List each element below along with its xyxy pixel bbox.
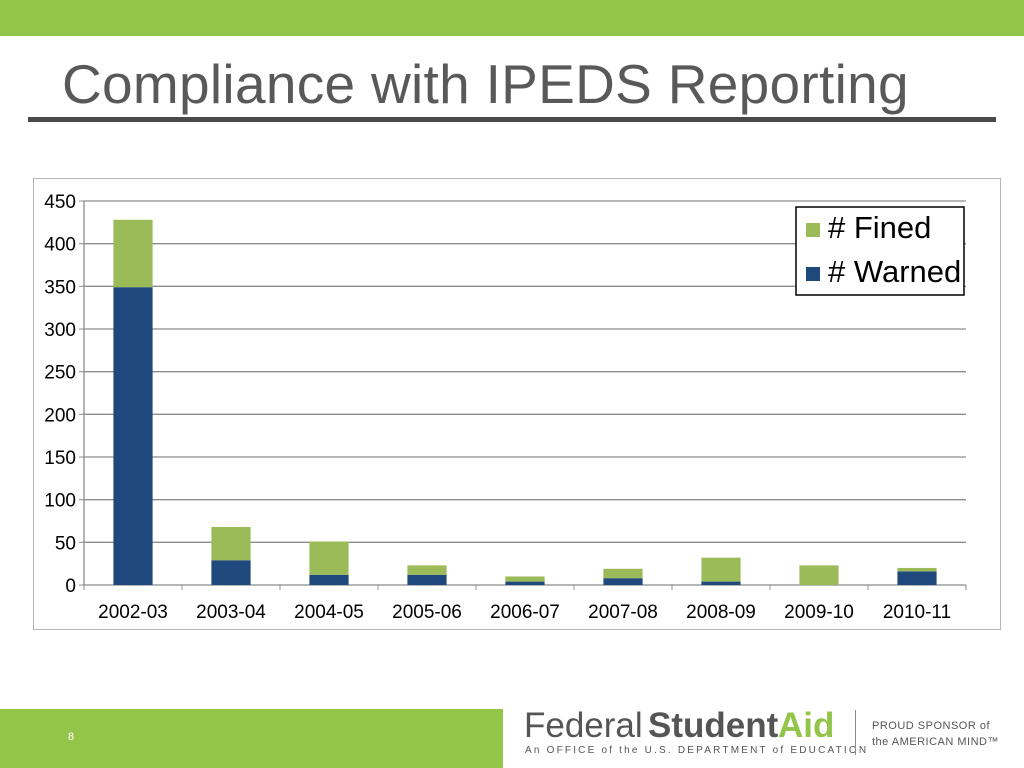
- legend-label-warned: # Warned: [828, 254, 961, 289]
- bar-fined-2003-04: [211, 526, 251, 561]
- logo-divider: [855, 710, 856, 755]
- y-tick-label: 450: [44, 192, 76, 213]
- chart-frame: 0 50 100 150 200 250 300 350 400 450 2002-03 2003-0…: [33, 178, 1001, 630]
- bar-fined-2010-11: [897, 567, 937, 572]
- x-tick-label: 2002-03: [98, 602, 168, 623]
- legend-swatch-warned: [806, 267, 820, 281]
- bar-fined-2008-09: [701, 557, 741, 582]
- bar-fined-2009-10: [799, 565, 839, 585]
- x-tick-label: 2009-10: [784, 602, 854, 623]
- x-tick-label: 2007-08: [588, 602, 658, 623]
- y-tick-label: 400: [44, 235, 76, 256]
- bar-fined-2002-03: [113, 219, 153, 288]
- bar-warned-2004-05: [309, 574, 349, 585]
- bar-warned-2003-04: [211, 560, 251, 585]
- logo-aid-text: Aid: [778, 706, 835, 745]
- x-tick-label: 2003-04: [196, 602, 266, 623]
- y-tick-label: 150: [44, 448, 76, 469]
- x-tick-label: 2010-11: [883, 602, 951, 623]
- y-tick-label: 0: [65, 576, 76, 597]
- y-tick-label: 350: [44, 277, 76, 298]
- title-underline: [28, 117, 996, 122]
- logo-student-text: Student: [648, 706, 779, 745]
- logo-federal-text: Federal: [524, 706, 643, 745]
- bar-fined-2004-05: [309, 541, 349, 575]
- page-number: 8: [68, 731, 75, 743]
- y-tick-label: 100: [44, 491, 76, 512]
- y-tick-label: 250: [44, 363, 76, 384]
- y-tick-label: 200: [44, 405, 76, 426]
- stacked-bar-chart: 0 50 100 150 200 250 300 350 400 450 2002-03 2003-0…: [44, 192, 967, 623]
- y-tick-label: 300: [44, 320, 76, 341]
- federal-student-aid-logo: Federal Student Aid An OFFICE of the U.S…: [524, 706, 866, 762]
- sponsor-tagline: PROUD SPONSOR of the AMERICAN MIND™: [872, 718, 999, 750]
- bar-warned-2007-08: [603, 578, 643, 585]
- bar-warned-2008-09: [701, 581, 741, 585]
- bar-warned-2002-03: [113, 287, 153, 585]
- sponsor-line-2: the AMERICAN MIND™: [872, 736, 999, 748]
- bar-warned-2005-06: [407, 574, 447, 585]
- bar-warned-2006-07: [505, 581, 545, 585]
- slide-title: Compliance with IPEDS Reporting: [62, 53, 909, 115]
- x-tick-label: 2004-05: [294, 602, 364, 623]
- bar-fined-2006-07: [505, 576, 545, 582]
- x-tick-label: 2006-07: [490, 602, 560, 623]
- top-accent-band: [0, 0, 1024, 36]
- x-tick-label: 2005-06: [392, 602, 462, 623]
- y-tick-label: 50: [55, 533, 76, 554]
- bar-warned-2010-11: [897, 571, 937, 585]
- x-tick-label: 2008-09: [686, 602, 756, 623]
- bar-fined-2005-06: [407, 565, 447, 575]
- bottom-accent-band: [0, 709, 503, 768]
- bar-fined-2007-08: [603, 568, 643, 579]
- sponsor-line-1: PROUD SPONSOR of: [872, 720, 991, 732]
- logo-office-tagline: An OFFICE of the U.S. DEPARTMENT of EDUC…: [525, 745, 869, 756]
- legend-label-fined: # Fined: [828, 210, 931, 245]
- legend-swatch-fined: [806, 223, 820, 237]
- chart-legend: [795, 206, 965, 296]
